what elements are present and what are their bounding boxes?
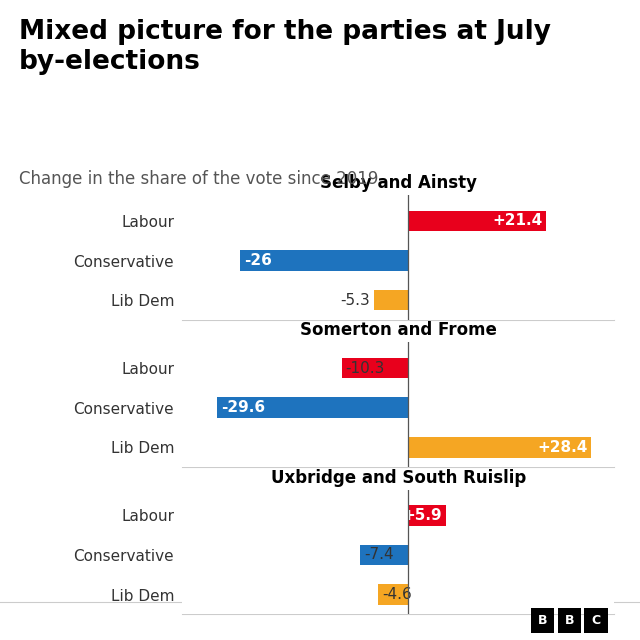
Text: -5.3: -5.3 (340, 292, 370, 308)
Text: +21.4: +21.4 (492, 214, 542, 228)
Bar (374, 290, 408, 310)
Title: Selby and Ainsty: Selby and Ainsty (320, 174, 477, 192)
Text: Change in the share of the vote since 2019: Change in the share of the vote since 20… (19, 170, 379, 188)
Bar (408, 505, 446, 525)
Text: -4.6: -4.6 (382, 587, 412, 602)
Title: Somerton and Frome: Somerton and Frome (300, 321, 497, 339)
Text: Mixed picture for the parties at July
by-elections: Mixed picture for the parties at July by… (19, 19, 551, 76)
Text: +28.4: +28.4 (537, 440, 588, 455)
Text: B: B (564, 614, 574, 627)
Bar (217, 397, 408, 418)
Bar (342, 358, 408, 378)
Bar (241, 250, 408, 271)
Text: -10.3: -10.3 (346, 361, 385, 376)
Bar (378, 584, 408, 605)
Text: -26: -26 (244, 253, 272, 268)
FancyBboxPatch shape (531, 608, 554, 634)
Text: C: C (591, 614, 601, 627)
Bar (408, 211, 546, 231)
FancyBboxPatch shape (584, 608, 608, 634)
Text: +5.9: +5.9 (403, 508, 442, 523)
Bar (408, 437, 591, 458)
Text: B: B (538, 614, 548, 627)
Bar (360, 545, 408, 565)
FancyBboxPatch shape (558, 608, 581, 634)
Text: -29.6: -29.6 (221, 400, 265, 415)
Title: Uxbridge and South Ruislip: Uxbridge and South Ruislip (271, 468, 526, 486)
Text: -7.4: -7.4 (364, 547, 394, 563)
